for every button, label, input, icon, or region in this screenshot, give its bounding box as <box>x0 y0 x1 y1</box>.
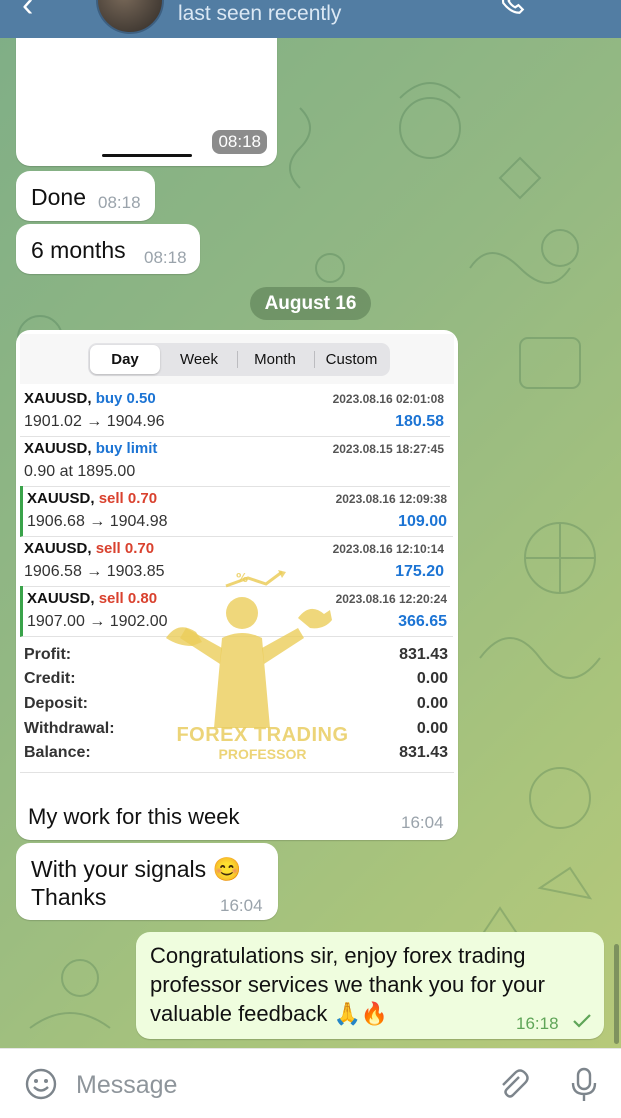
emoji-icon[interactable] <box>24 1067 58 1106</box>
summary-label: Credit: <box>24 670 76 687</box>
message-text-line1: With your signals 😊 <box>31 856 242 882</box>
trade-date: 2023.08.16 12:20:24 <box>335 592 447 606</box>
trade-prices: 1901.02 → 1904.96 <box>24 413 165 430</box>
summary-profit: Profit: 831.43 <box>24 646 448 670</box>
last-seen-status: last seen recently <box>178 2 342 25</box>
trade-symbol: XAUUSD, buy 0.50 <box>24 390 156 407</box>
back-arrow-icon[interactable]: ‹ <box>22 0 34 24</box>
symbol: XAUUSD, <box>24 440 92 457</box>
message-text: 6 months <box>31 237 126 263</box>
trade-date: 2023.08.16 12:10:14 <box>332 542 444 556</box>
tab-month[interactable]: Month <box>254 351 296 368</box>
segmented-control: Day Week Month Custom <box>88 343 390 376</box>
summary-balance: Balance: 831.43 <box>24 744 448 768</box>
check-icon <box>572 1012 592 1035</box>
trade-profit: 175.20 <box>395 563 444 580</box>
trade-type: sell 0.80 <box>98 590 158 607</box>
photo-message[interactable]: 08:18 <box>16 30 277 166</box>
attach-icon[interactable] <box>495 1067 529 1106</box>
message-caption: My work for this week <box>28 804 240 829</box>
trade-date: 2023.08.16 02:01:08 <box>332 392 444 406</box>
trade-prices: 0.90 at 1895.00 <box>24 463 136 480</box>
summary-deposit: Deposit: 0.00 <box>24 695 448 719</box>
summary-label: Withdrawal: <box>24 720 115 737</box>
trade-row[interactable]: XAUUSD, buy limit 2023.08.15 18:27:45 0.… <box>20 436 450 487</box>
scrollbar[interactable] <box>614 944 619 1044</box>
avatar[interactable] <box>96 0 164 34</box>
divider <box>237 351 238 368</box>
message-composer: Message <box>0 1048 621 1118</box>
message-text-line2: professor services we thank you for your <box>150 972 545 997</box>
trade-date: 2023.08.16 12:09:38 <box>335 492 447 506</box>
trade-row[interactable]: XAUUSD, sell 0.70 2023.08.16 12:09:38 19… <box>20 486 453 537</box>
message-input[interactable]: Message <box>76 1071 178 1099</box>
summary-label: Deposit: <box>24 695 88 712</box>
divider <box>20 772 454 773</box>
trade-symbol: XAUUSD, buy limit <box>24 440 157 457</box>
summary-value: 0.00 <box>416 720 448 737</box>
trade-type: buy 0.50 <box>95 390 156 407</box>
message-text-line3: valuable feedback 🙏🔥 <box>150 1001 389 1026</box>
message-time: 16:04 <box>401 813 444 832</box>
phone-icon[interactable] <box>500 0 526 23</box>
symbol: XAUUSD, <box>27 590 95 607</box>
message-signals-thanks[interactable]: With your signals 😊 Thanks 16:04 <box>16 843 278 920</box>
message-text-line2: Thanks <box>31 884 107 910</box>
trade-symbol: XAUUSD, sell 0.80 <box>27 590 157 607</box>
message-six-months[interactable]: 6 months 08:18 <box>16 224 200 274</box>
trade-symbol: XAUUSD, sell 0.70 <box>27 490 157 507</box>
trade-symbol: XAUUSD, sell 0.70 <box>24 540 154 557</box>
watermark-title: FOREX TRADING <box>176 724 349 746</box>
message-done[interactable]: Done 08:18 <box>16 171 155 221</box>
watermark-subtitle: PROFESSOR <box>218 746 307 762</box>
summary-label: Balance: <box>24 744 91 761</box>
symbol: XAUUSD, <box>24 390 92 407</box>
summary-value: 0.00 <box>416 695 448 712</box>
tab-day[interactable]: Day <box>90 345 160 374</box>
message-text-line1: Congratulations sir, enjoy forex trading <box>150 943 526 968</box>
message-time: 16:04 <box>220 896 263 915</box>
trade-prices: 1906.68 → 1904.98 <box>27 513 168 530</box>
symbol: XAUUSD, <box>27 490 95 507</box>
trading-history-message[interactable]: Day Week Month Custom XAUUSD, buy 0.50 2… <box>16 330 458 840</box>
trade-row[interactable]: XAUUSD, sell 0.70 2023.08.16 12:10:14 19… <box>20 536 450 587</box>
outgoing-message[interactable]: Congratulations sir, enjoy forex trading… <box>136 932 604 1039</box>
date-separator: August 16 <box>250 287 371 320</box>
trade-prices: 1906.58 → 1903.85 <box>24 563 165 580</box>
summary-value: 831.43 <box>399 646 448 663</box>
trade-prices: 1907.00 → 1902.00 <box>27 613 168 630</box>
period-selector: Day Week Month Custom <box>20 334 454 384</box>
summary-value: 0.00 <box>416 670 448 687</box>
more-icon[interactable] <box>580 0 590 23</box>
message-time: 08:18 <box>98 193 141 212</box>
summary-credit: Credit: 0.00 <box>24 670 448 694</box>
photo-time: 08:18 <box>212 130 267 154</box>
home-indicator-bar <box>102 154 192 157</box>
message-time: 08:18 <box>144 248 187 267</box>
trade-row[interactable]: XAUUSD, sell 0.80 2023.08.16 12:20:24 19… <box>20 586 453 637</box>
tab-custom[interactable]: Custom <box>325 351 378 368</box>
symbol: XAUUSD, <box>24 540 92 557</box>
summary-label: Profit: <box>24 646 72 663</box>
trade-row[interactable]: XAUUSD, buy 0.50 2023.08.16 02:01:08 190… <box>20 386 450 437</box>
chat-header: ‹ last seen recently <box>0 0 621 38</box>
mic-icon[interactable] <box>568 1067 600 1108</box>
trade-date: 2023.08.15 18:27:45 <box>332 442 444 456</box>
summary-withdrawal: Withdrawal: 0.00 <box>24 720 448 744</box>
divider <box>314 351 315 368</box>
trade-type: sell 0.70 <box>95 540 155 557</box>
summary-value: 831.43 <box>399 744 448 761</box>
trade-profit: 366.65 <box>398 613 447 630</box>
trade-type: buy limit <box>95 440 158 457</box>
trade-profit: 180.58 <box>395 413 444 430</box>
message-text: Done <box>31 184 86 210</box>
trade-profit: 109.00 <box>398 513 447 530</box>
trade-type: sell 0.70 <box>98 490 158 507</box>
tab-week[interactable]: Week <box>179 351 219 368</box>
message-time: 16:18 <box>516 1014 559 1033</box>
